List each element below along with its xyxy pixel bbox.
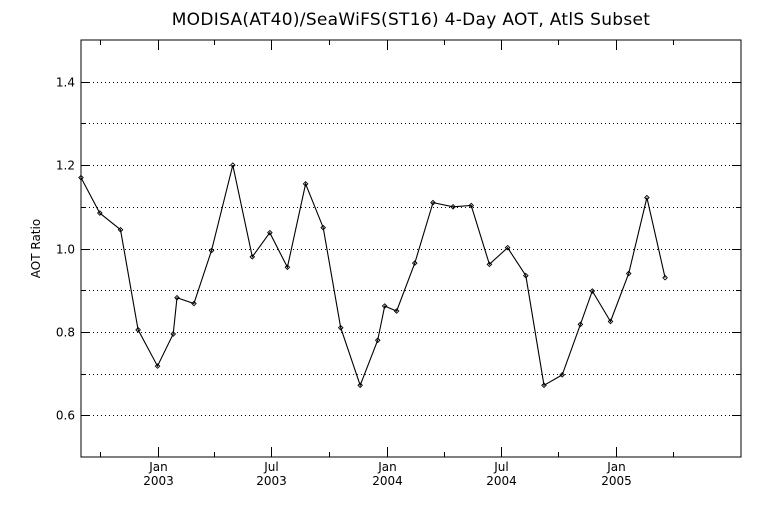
data-point	[96, 210, 103, 216]
x-tick-label-month: Jan	[606, 460, 626, 474]
data-point	[504, 244, 511, 251]
data-point	[589, 288, 596, 294]
data-point	[430, 199, 436, 206]
data-point	[191, 300, 197, 307]
data-point	[486, 261, 493, 268]
x-tick-label-year: 2005	[601, 474, 632, 488]
plot-frame	[80, 39, 742, 458]
x-tick-label-year: 2003	[256, 474, 287, 488]
data-point	[174, 294, 180, 301]
gridlines	[81, 82, 741, 416]
data-point	[662, 274, 668, 281]
data-point	[320, 224, 327, 231]
data-point	[559, 372, 566, 378]
data-point	[541, 382, 547, 389]
y-tick-label: 1.4	[56, 76, 75, 90]
data-point	[522, 272, 529, 279]
data-point	[284, 264, 291, 271]
data-point	[170, 331, 177, 337]
data-point	[208, 247, 215, 254]
data-point	[229, 162, 236, 168]
data-point	[644, 194, 650, 201]
data-point	[374, 337, 381, 344]
x-tick-label-month: Jul	[263, 460, 278, 474]
chart-title: MODISA(AT40)/SeaWiFS(ST16) 4-Day AOT, At…	[171, 10, 651, 30]
data-point	[450, 203, 456, 210]
x-tick-label-month: Jul	[493, 460, 508, 474]
data-point	[625, 270, 632, 277]
data-point	[154, 363, 161, 369]
data-point	[381, 303, 388, 309]
y-tick-label: 0.8	[56, 326, 75, 340]
x-tick-label-year: 2003	[143, 474, 174, 488]
data-point	[337, 324, 344, 331]
data-point	[267, 229, 273, 236]
series-path	[80, 164, 666, 387]
data-point	[117, 226, 124, 233]
data-point	[302, 181, 309, 187]
data-point	[468, 202, 475, 209]
data-point	[411, 260, 418, 266]
x-tick-label-year: 2004	[372, 474, 403, 488]
series-line	[80, 164, 666, 387]
y-axis-label: AOT Ratio	[29, 219, 43, 278]
y-tick-label: 0.6	[56, 409, 75, 423]
data-point	[357, 382, 364, 389]
y-tick-label: 1.0	[56, 243, 75, 257]
data-point	[577, 321, 584, 328]
x-tick-label-month: Jan	[148, 460, 168, 474]
axis-ticks	[81, 40, 741, 457]
x-tick-label-year: 2004	[486, 474, 517, 488]
series-points	[78, 162, 668, 389]
data-point	[393, 308, 400, 314]
x-tick-label-month: Jan	[377, 460, 397, 474]
data-point	[135, 326, 141, 333]
data-point	[249, 254, 256, 260]
tick-labels: 0.60.81.01.21.4Jan2003Jul2003Jan2004Jul2…	[56, 76, 632, 489]
y-tick-label: 1.2	[56, 159, 75, 173]
data-point	[607, 318, 614, 325]
